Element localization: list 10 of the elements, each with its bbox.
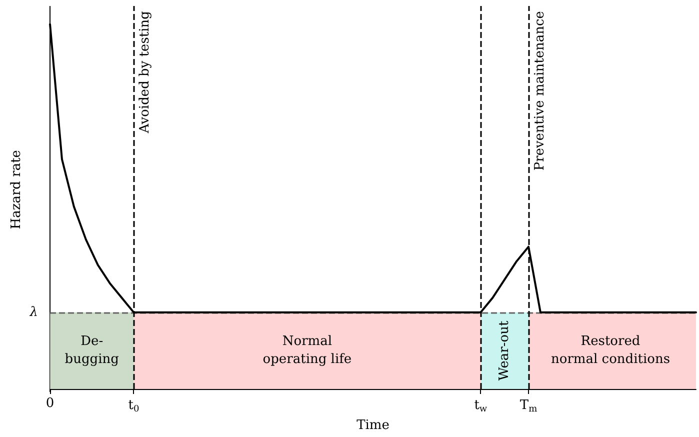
x-axis-title: Time	[356, 418, 390, 433]
y-axis-title: Hazard rate	[9, 150, 24, 230]
ref-line-label: Preventive maintenance	[532, 10, 548, 171]
x-tick-label: 0	[46, 396, 54, 411]
band-label: De-bugging	[64, 334, 119, 368]
ref-line-label: Avoided by testing	[138, 11, 153, 134]
annotation: Restored normal conditions	[551, 334, 670, 368]
ref-line-label: λ	[28, 304, 38, 320]
band-label: Wear-out	[497, 320, 512, 381]
band-label: Normal operating life	[262, 334, 352, 368]
